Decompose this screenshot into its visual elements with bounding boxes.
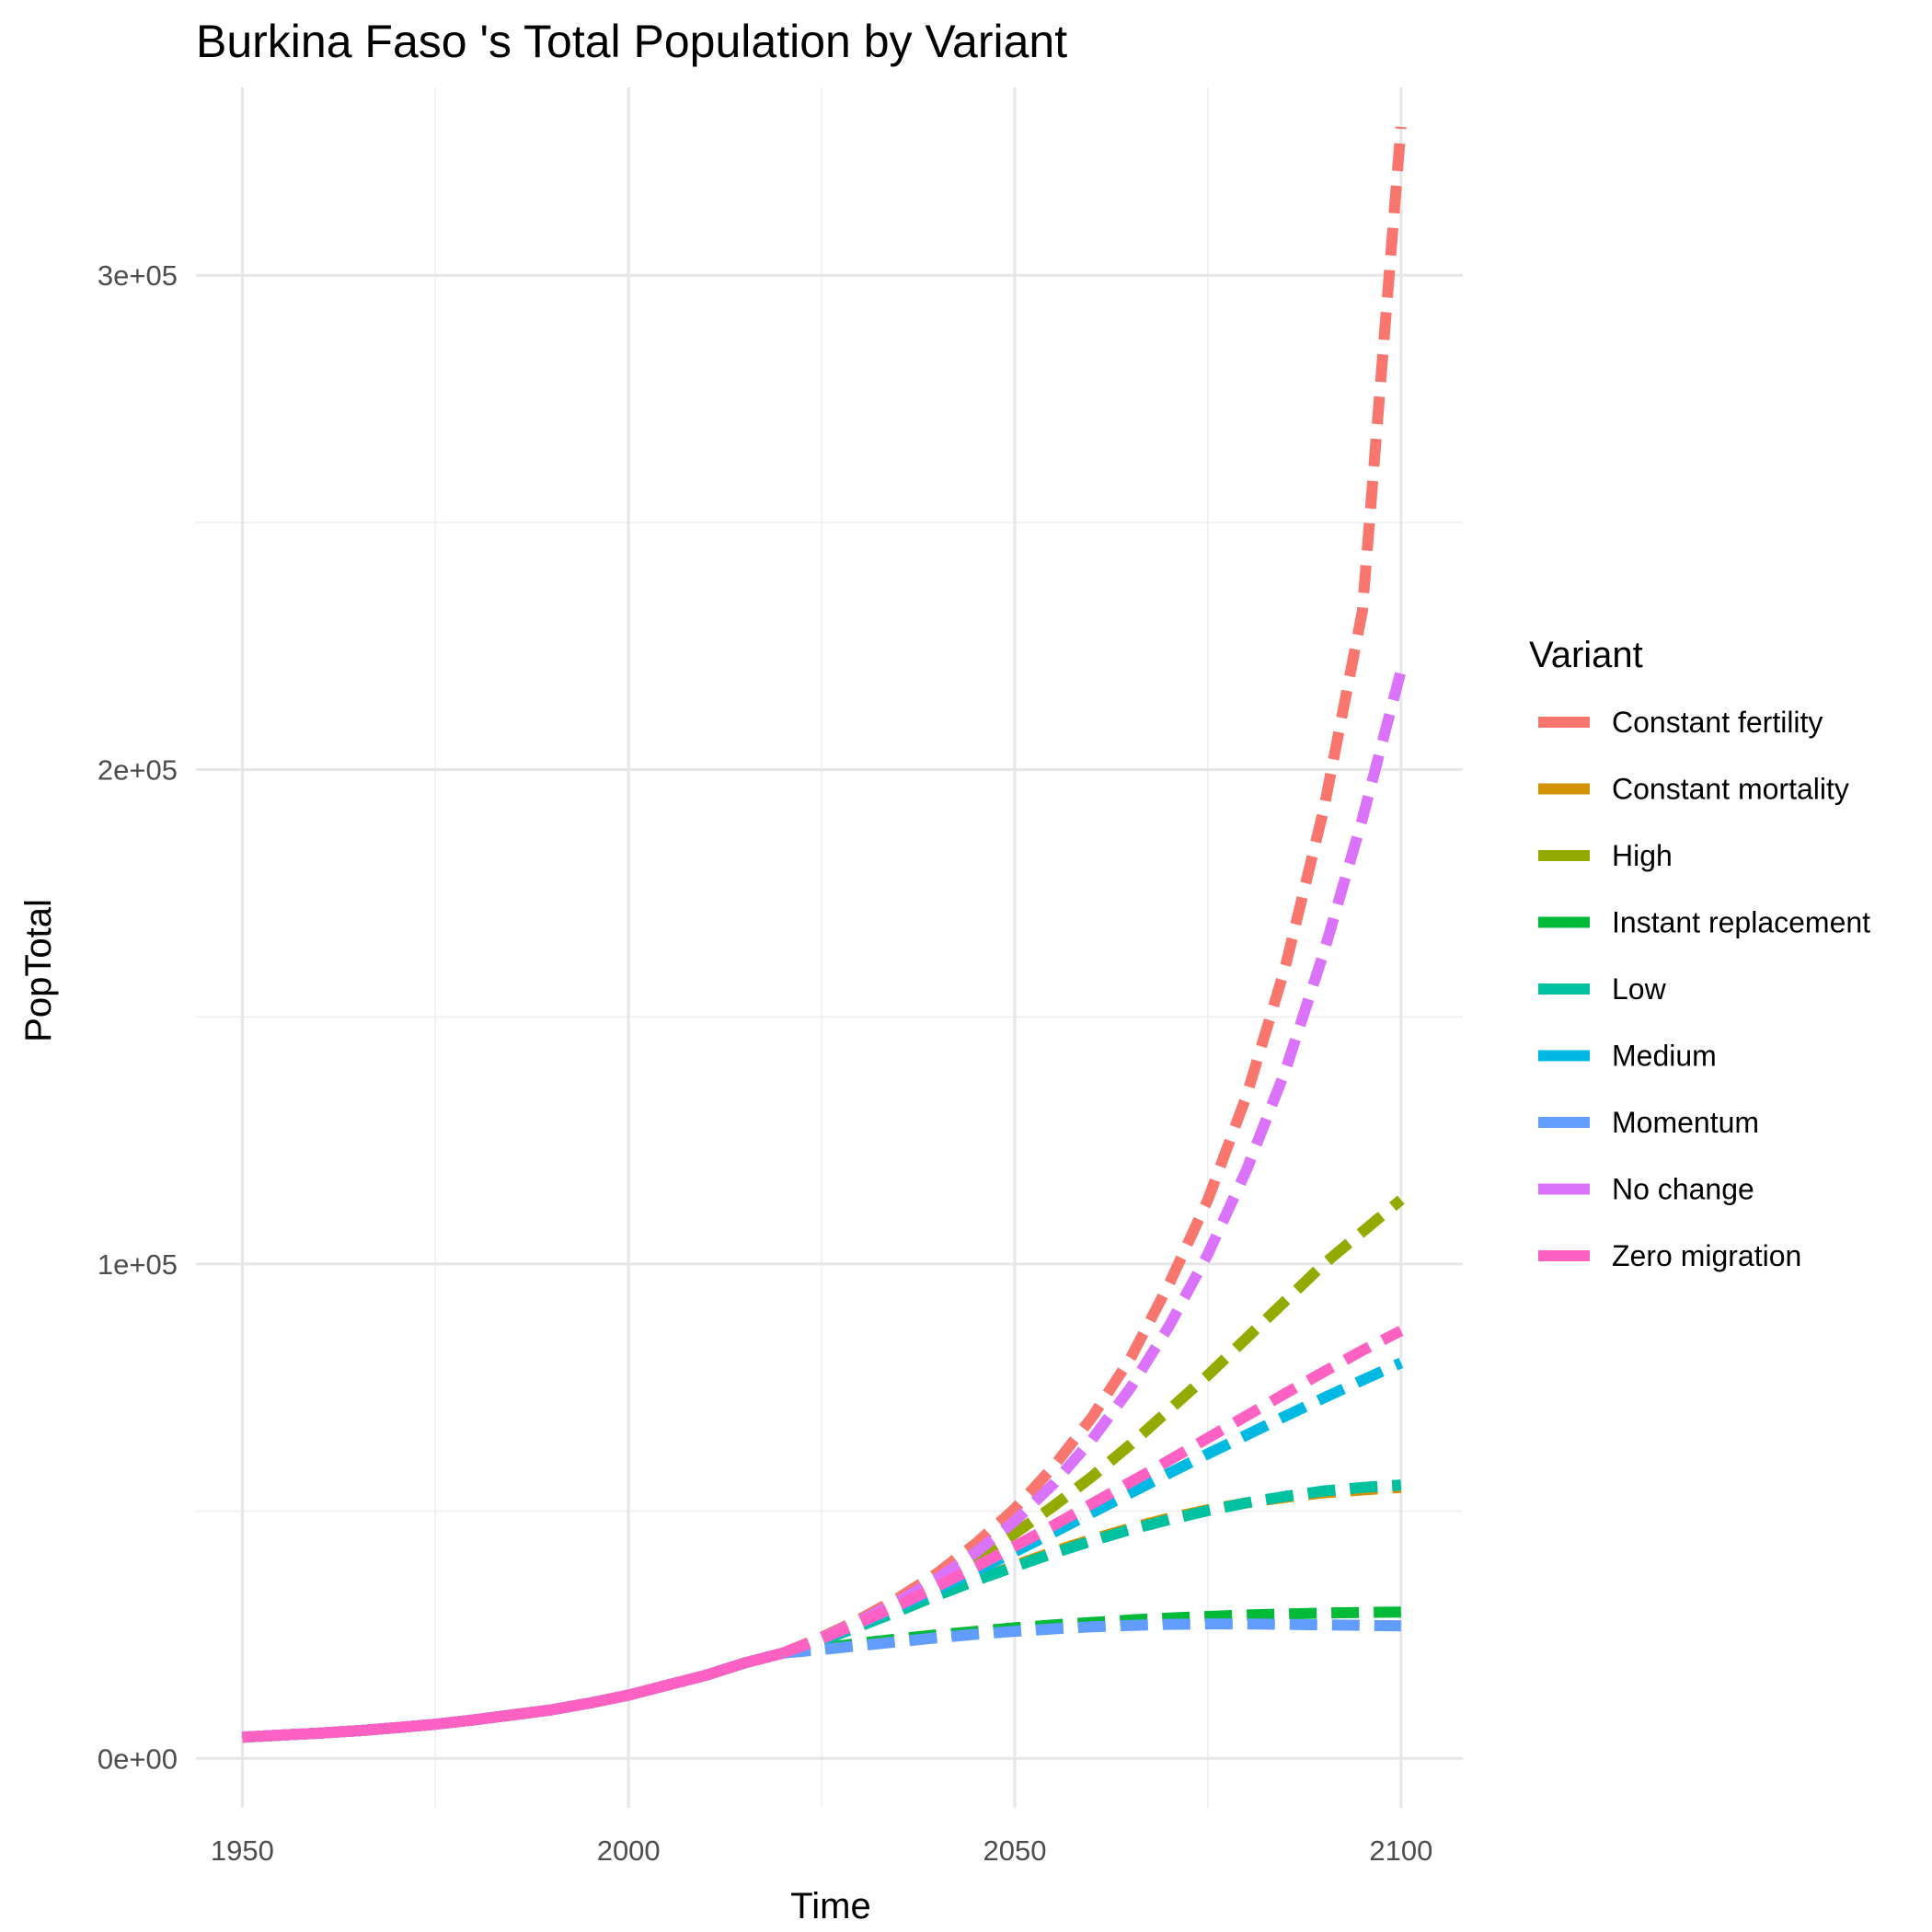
- series-line: [780, 126, 1407, 1659]
- history-line: [242, 1647, 785, 1743]
- legend-label: No change: [1612, 1173, 1754, 1206]
- series-line: [780, 1195, 1405, 1659]
- y-tick-label: 1e+05: [98, 1248, 178, 1281]
- legend-label: Zero migration: [1612, 1239, 1801, 1272]
- legend-label: Low: [1612, 972, 1667, 1006]
- history-line: [242, 1647, 785, 1743]
- legend-label: Momentum: [1612, 1106, 1759, 1139]
- legend-label: Instant replacement: [1612, 906, 1870, 939]
- legend-label: Medium: [1612, 1040, 1717, 1073]
- x-tick-label: 2000: [597, 1834, 661, 1867]
- x-axis-title: Time: [790, 1886, 870, 1926]
- history-line: [242, 1647, 785, 1743]
- x-tick-label: 2050: [983, 1834, 1047, 1867]
- history-line: [242, 1647, 785, 1743]
- legend-items: Constant fertility Constant mortality High…: [1538, 706, 1870, 1272]
- x-axis-tick-labels: 1950 2000 2050 2100: [211, 1834, 1432, 1867]
- chart-title: Burkina Faso 's Total Population by Vari…: [196, 16, 1067, 67]
- major-gridlines: [196, 87, 1463, 1808]
- legend-label: Constant mortality: [1612, 773, 1849, 806]
- series-line: [781, 1326, 1404, 1659]
- series-line: [782, 1618, 1401, 1659]
- series-layer: [780, 126, 1407, 1659]
- history-line: [242, 1647, 785, 1743]
- minor-gridlines: [196, 87, 1463, 1808]
- history-line: [242, 1647, 785, 1743]
- legend: Variant Constant fertility Constant morta…: [1529, 635, 1870, 1272]
- legend-title: Variant: [1529, 635, 1643, 675]
- history-line: [242, 1647, 785, 1743]
- y-axis-title: PopTotal: [18, 899, 59, 1042]
- legend-label: High: [1612, 839, 1673, 872]
- y-tick-label: 3e+05: [98, 259, 178, 292]
- x-tick-label: 2100: [1369, 1834, 1432, 1867]
- history-line: [242, 1647, 785, 1743]
- y-tick-label: 2e+05: [98, 754, 178, 787]
- y-axis-tick-labels: 0e+00 1e+05 2e+05 3e+05: [98, 259, 178, 1775]
- legend-label: Constant fertility: [1612, 706, 1823, 739]
- x-tick-label: 1950: [211, 1834, 274, 1867]
- y-tick-label: 0e+00: [98, 1742, 178, 1775]
- history-layer: [242, 1647, 785, 1743]
- history-line: [242, 1647, 785, 1743]
